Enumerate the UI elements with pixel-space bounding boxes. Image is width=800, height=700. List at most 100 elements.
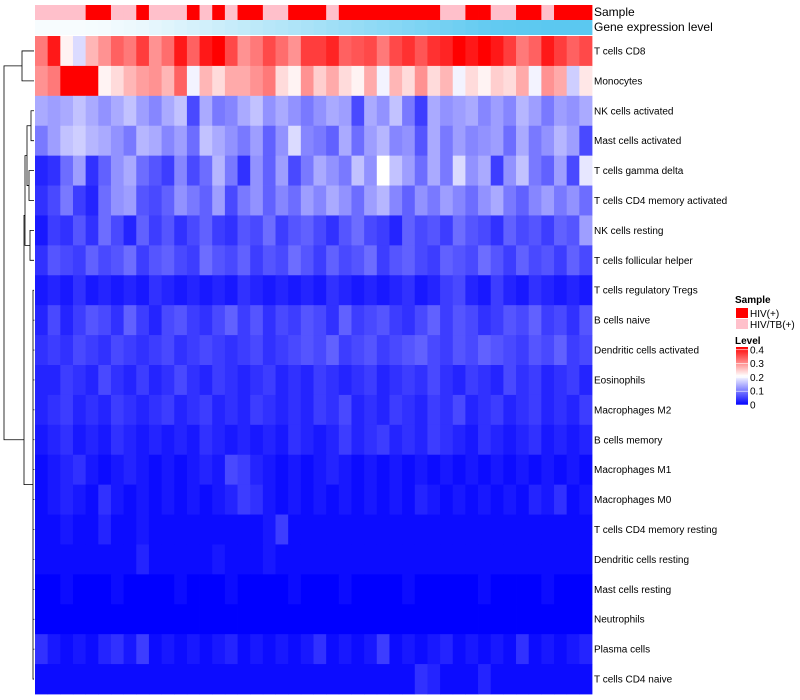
heatmap-cell [440, 275, 454, 306]
heatmap-cell [478, 215, 492, 246]
heatmap-cell [326, 454, 340, 486]
heatmap-cell [224, 365, 238, 396]
level-tick-label: 0.2 [750, 373, 764, 384]
heatmap-cell [440, 125, 454, 157]
heatmap-cell [326, 125, 340, 157]
heatmap-cell [440, 574, 454, 605]
heatmap-cell [351, 335, 365, 366]
heatmap-cell [313, 95, 327, 127]
heatmap-cell [541, 125, 555, 157]
heatmap-cell [174, 484, 188, 515]
heatmap-cell [161, 365, 175, 396]
heatmap-cell [72, 664, 87, 695]
heatmap-cell [414, 664, 428, 695]
heatmap-cell [503, 275, 517, 306]
level-colorbar [736, 347, 748, 405]
heatmap-cell [148, 185, 162, 216]
heatmap-cell [212, 36, 226, 67]
heatmap-cell [402, 275, 416, 306]
heatmap-cell [503, 215, 517, 246]
heatmap-cell [199, 36, 213, 67]
heatmap-cell [503, 514, 517, 545]
gene-expression-annotation-cell [262, 20, 276, 35]
heatmap-cell [440, 185, 454, 216]
heatmap-cell [414, 424, 428, 456]
heatmap-cell [465, 604, 479, 635]
gene-expression-annotation-cell [148, 20, 162, 35]
heatmap-cell [148, 634, 162, 665]
heatmap-cell [110, 335, 125, 366]
heatmap-cell [452, 424, 466, 456]
heatmap-cell [288, 245, 302, 276]
heatmap-cell [364, 365, 378, 396]
heatmap-cell [123, 36, 137, 67]
heatmap-cell [224, 65, 238, 97]
heatmap-cell [402, 215, 416, 246]
heatmap-cell [440, 36, 454, 67]
heatmap-cell [98, 36, 112, 67]
level-legend-title: Level [735, 336, 761, 347]
heatmap-cell [364, 36, 378, 67]
heatmap-cell [237, 424, 251, 456]
heatmap-cell [554, 574, 568, 605]
heatmap-cell [262, 185, 276, 216]
heatmap-cell [161, 544, 175, 575]
heatmap-cell [351, 36, 365, 67]
heatmap-cell [186, 275, 200, 306]
sample-annotation-cell [161, 5, 175, 20]
heatmap-cell [364, 215, 378, 246]
heatmap-cell [351, 305, 365, 336]
heatmap-cell [47, 305, 61, 336]
heatmap-cell [136, 634, 150, 665]
heatmap-cell [440, 95, 454, 127]
heatmap-cell [250, 574, 264, 605]
heatmap-cell [35, 185, 49, 216]
heatmap-cell [516, 484, 530, 515]
heatmap-cell [516, 365, 530, 396]
heatmap-cell [110, 634, 125, 665]
heatmap-cell [452, 365, 466, 396]
heatmap-cell [326, 365, 340, 396]
heatmap-cell [465, 424, 479, 456]
heatmap-cell [60, 36, 74, 67]
heatmap-cell [250, 454, 264, 486]
heatmap-cell [85, 65, 99, 97]
heatmap-cell [47, 544, 61, 575]
heatmap-cell [414, 604, 428, 635]
heatmap-cell [313, 365, 327, 396]
heatmap-cell [528, 484, 542, 515]
heatmap-cell [503, 95, 517, 127]
heatmap-cell [351, 394, 365, 426]
heatmap-cell [35, 424, 49, 456]
heatmap-cell [516, 424, 530, 456]
heatmap-cell [465, 574, 479, 605]
gene-expression-annotation-cell [351, 20, 365, 35]
heatmap-cell [98, 604, 112, 635]
heatmap-cell [554, 484, 568, 515]
heatmap-cell [110, 574, 125, 605]
heatmap-cell [579, 335, 593, 366]
heatmap-cell [414, 245, 428, 276]
heatmap-cell [85, 215, 99, 246]
heatmap-cell [72, 335, 87, 366]
heatmap-cell [186, 544, 200, 575]
heatmap-cell [452, 65, 466, 97]
heatmap-cell [300, 36, 314, 67]
gene-expression-annotation-cell [528, 20, 542, 35]
heatmap-cell [579, 544, 593, 575]
heatmap-cell [528, 424, 542, 456]
heatmap-cell [389, 185, 403, 216]
heatmap-cell [199, 454, 213, 486]
heatmap-cell [275, 215, 289, 246]
heatmap-cell [174, 65, 188, 97]
heatmap-cell [503, 424, 517, 456]
heatmap-cell [566, 365, 580, 396]
heatmap-cell [60, 305, 74, 336]
heatmap-cell [47, 424, 61, 456]
gene-expression-annotation-cell [288, 20, 302, 35]
heatmap-cell [110, 484, 125, 515]
heatmap-cell [199, 394, 213, 426]
heatmap-cell [148, 574, 162, 605]
sample-annotation-cell [212, 5, 226, 20]
heatmap-cell [528, 275, 542, 306]
